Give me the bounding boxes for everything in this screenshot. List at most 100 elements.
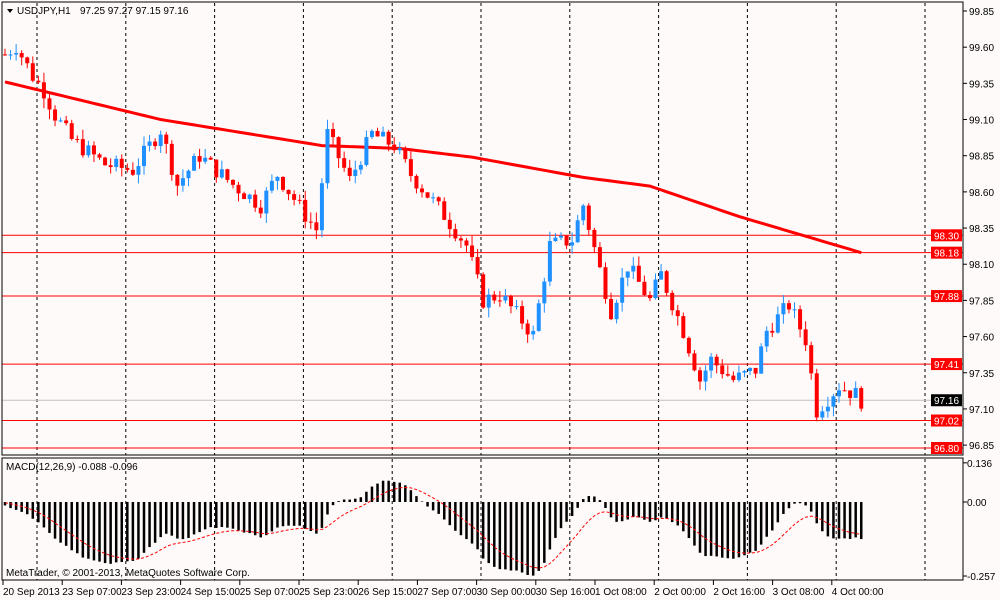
ohlc-label: 97.25 97.27 97.15 97.16 xyxy=(80,6,189,17)
candle xyxy=(720,359,725,379)
candle xyxy=(420,184,424,198)
candle-body xyxy=(653,279,658,299)
time-tick-label: 25 Sep 07:00 xyxy=(240,587,300,598)
candle xyxy=(531,325,536,340)
candle-body xyxy=(620,277,625,303)
macd-signal-line xyxy=(4,486,862,569)
candle xyxy=(625,271,630,287)
candle xyxy=(798,305,803,338)
candle xyxy=(570,232,575,254)
candle-body xyxy=(347,167,352,176)
level-price-badge xyxy=(931,414,962,427)
candle-body xyxy=(586,205,591,230)
candle-body xyxy=(381,131,386,137)
bid-price-badge xyxy=(931,394,962,407)
candle-body xyxy=(8,54,13,56)
candle-body xyxy=(786,303,791,310)
level-price-badge xyxy=(931,442,962,454)
price-tick-label: 99.10 xyxy=(969,116,994,127)
candle-body xyxy=(809,345,814,374)
candle xyxy=(91,141,96,163)
candle xyxy=(664,269,669,297)
candle xyxy=(497,291,502,307)
candle-body xyxy=(386,131,391,145)
price-tick-label: 98.10 xyxy=(969,260,994,271)
candle-body xyxy=(725,374,730,376)
candle-body xyxy=(542,281,547,304)
candle-body xyxy=(164,134,169,144)
level-price-label: 98.30 xyxy=(934,231,959,242)
candle-body xyxy=(436,197,441,202)
candle-body xyxy=(208,157,213,160)
candle-body xyxy=(636,265,641,282)
candle-body xyxy=(781,303,786,315)
candle xyxy=(781,295,786,324)
candle xyxy=(86,140,91,158)
candle-body xyxy=(536,303,541,331)
candle-body xyxy=(520,306,525,324)
candle xyxy=(397,142,402,155)
candle xyxy=(369,129,374,140)
candle-body xyxy=(264,190,269,214)
candle-body xyxy=(442,201,447,220)
dropdown-triangle-icon[interactable] xyxy=(7,9,13,13)
candle xyxy=(331,122,336,146)
candle xyxy=(609,292,614,321)
candle-body xyxy=(258,207,263,214)
candle xyxy=(759,343,764,374)
time-tick-label: 1 Oct 08:00 xyxy=(595,587,647,598)
candle-body xyxy=(470,245,475,258)
candle-body xyxy=(592,229,597,248)
price-tick-label: 99.60 xyxy=(969,43,994,54)
candle-body xyxy=(420,188,424,193)
candle-body xyxy=(486,294,491,308)
candle-body xyxy=(186,170,191,179)
candle xyxy=(130,162,135,177)
candle-body xyxy=(742,370,747,373)
candle xyxy=(770,322,775,338)
candle-body xyxy=(859,388,864,409)
candle xyxy=(453,223,458,242)
candle xyxy=(208,156,213,160)
candle-body xyxy=(514,306,519,308)
candle xyxy=(636,256,641,283)
candle-body xyxy=(19,53,24,58)
candle-body xyxy=(770,330,775,333)
candle-body xyxy=(75,138,80,140)
symbol-label: USDJPY,H1 xyxy=(17,6,71,17)
candle xyxy=(775,306,780,334)
candle-body xyxy=(108,165,113,168)
candle xyxy=(442,197,447,221)
candle-body xyxy=(614,302,619,320)
candle-body xyxy=(475,257,480,275)
candle xyxy=(381,126,386,137)
candle-body xyxy=(414,175,419,189)
candle xyxy=(736,365,741,383)
candle-body xyxy=(136,166,141,175)
candle xyxy=(603,262,608,304)
candle xyxy=(314,212,319,240)
candle-body xyxy=(247,194,252,200)
candle xyxy=(264,187,269,223)
candle-body xyxy=(325,129,330,184)
candle-body xyxy=(814,373,819,418)
candle-body xyxy=(97,154,102,158)
candle xyxy=(647,291,652,302)
candle xyxy=(253,189,258,212)
level-price-badge xyxy=(931,229,962,242)
candle xyxy=(364,130,369,167)
candle xyxy=(581,203,586,226)
candle xyxy=(97,153,102,160)
candle-body xyxy=(353,169,358,176)
candle-body xyxy=(14,53,19,55)
macd-tick-label: 0.00 xyxy=(967,498,987,509)
candle xyxy=(297,194,302,205)
candle xyxy=(564,235,569,250)
candle-body xyxy=(236,184,241,194)
level-price-badge xyxy=(931,246,962,259)
candle-body xyxy=(214,159,219,178)
candle xyxy=(58,117,63,123)
candle xyxy=(670,290,675,316)
